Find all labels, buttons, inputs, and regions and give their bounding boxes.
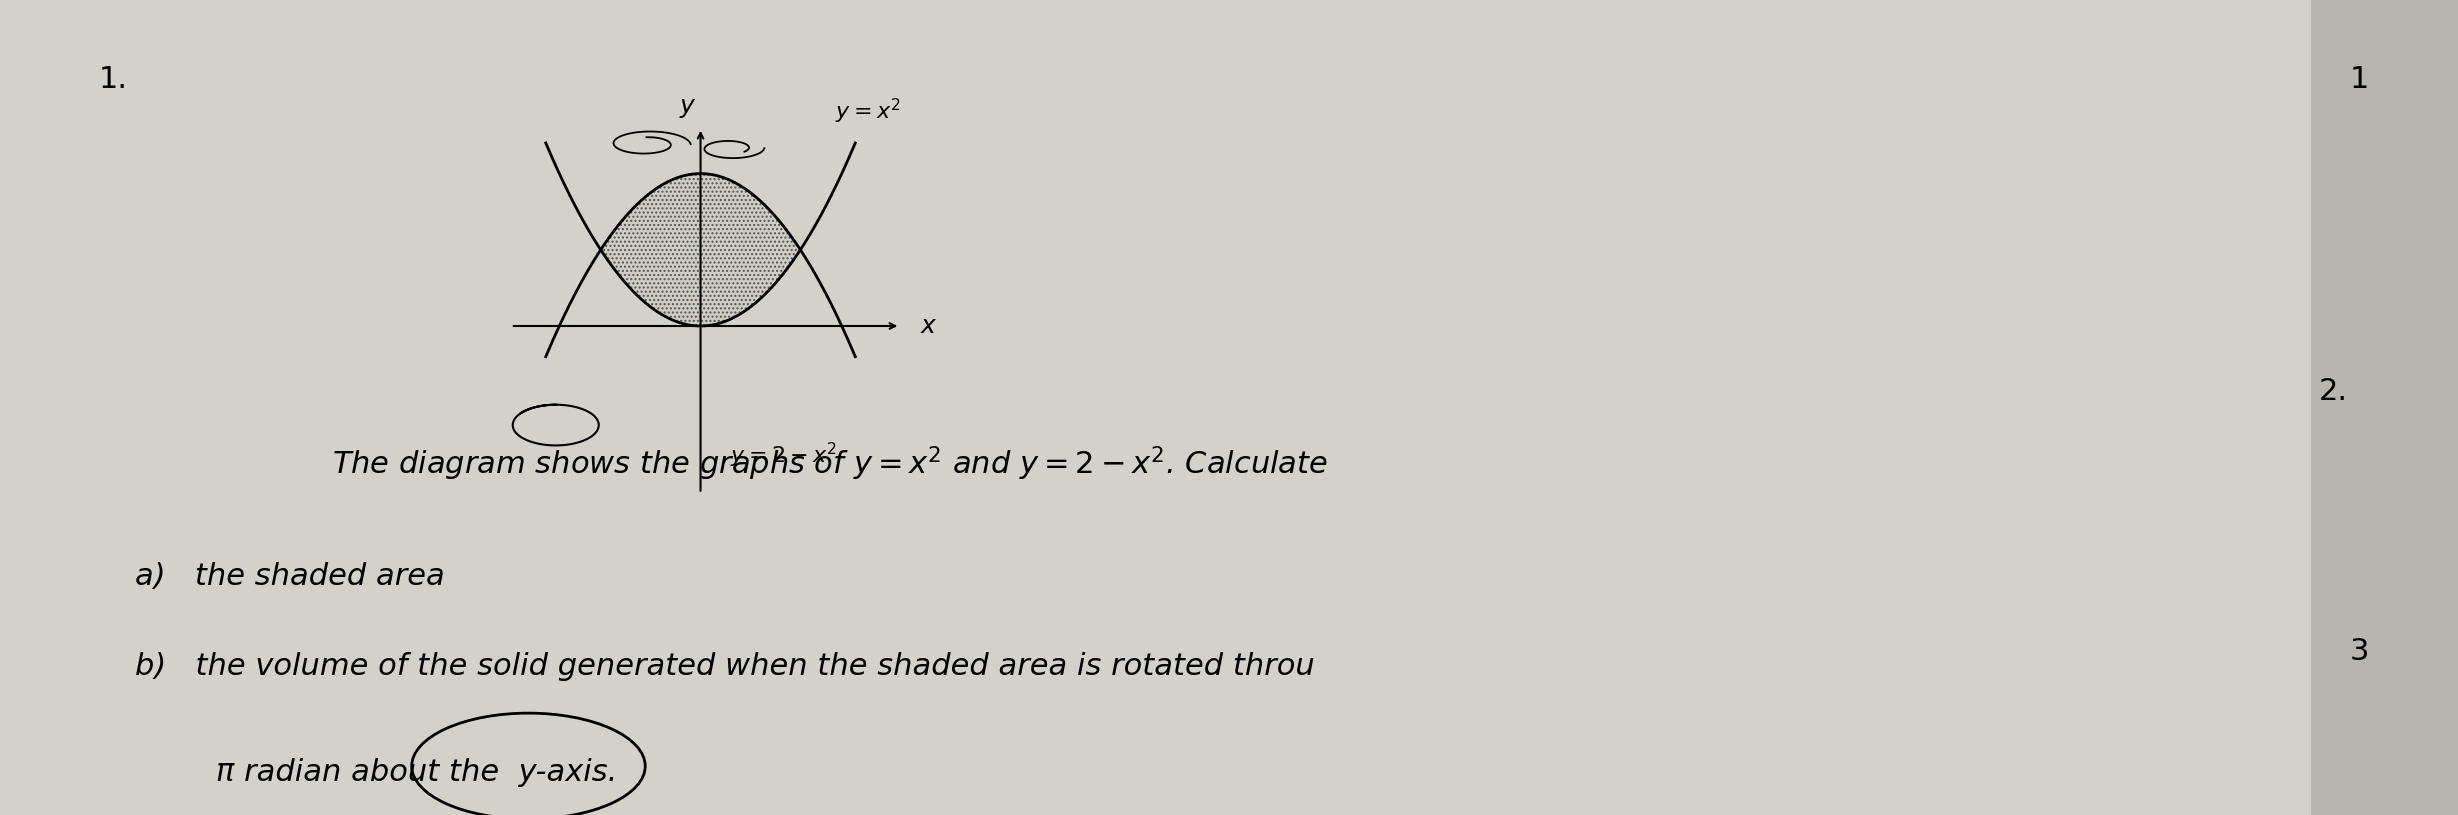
- Text: 3: 3: [2350, 637, 2370, 667]
- Text: 1: 1: [2350, 65, 2370, 95]
- Polygon shape: [600, 174, 801, 326]
- Text: $y = x^2$: $y = x^2$: [836, 96, 900, 126]
- Text: b)   the volume of the solid generated when the shaded area is rotated throu: b) the volume of the solid generated whe…: [135, 652, 1315, 681]
- Text: $x$: $x$: [919, 314, 936, 338]
- Text: $y$: $y$: [678, 95, 698, 120]
- Text: 2.: 2.: [2318, 377, 2347, 406]
- Bar: [2311, 0, 2458, 815]
- Text: π radian about the  y-axis.: π radian about the y-axis.: [216, 758, 617, 787]
- Text: $y = 2-x^2$: $y = 2-x^2$: [730, 440, 838, 469]
- Text: a)   the shaded area: a) the shaded area: [135, 562, 445, 592]
- Text: 1.: 1.: [98, 65, 128, 95]
- Text: The diagram shows the graphs of $y=x^2$ and $y=2-x^2$. Calculate: The diagram shows the graphs of $y=x^2$ …: [332, 444, 1327, 482]
